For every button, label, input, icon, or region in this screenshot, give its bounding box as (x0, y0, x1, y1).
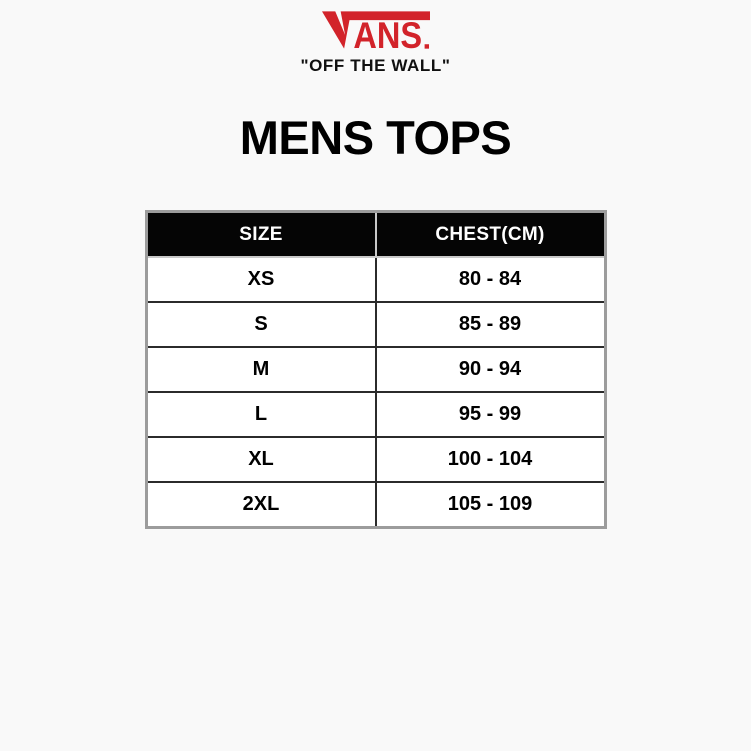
size-cell: XS (145, 256, 377, 304)
chest-cell: 105 - 109 (374, 481, 606, 529)
size-table: SIZE CHEST(CM) XS 80 - 84 S 85 - 89 M 90… (144, 210, 607, 530)
size-cell: 2XL (145, 481, 377, 529)
chest-cell: 90 - 94 (374, 346, 606, 394)
size-table-header: SIZE CHEST(CM) (145, 210, 606, 259)
header-row: SIZE CHEST(CM) (145, 210, 606, 259)
vans-logo-letters: ANS (353, 14, 422, 49)
size-cell: XL (145, 436, 377, 484)
table-row: M 90 - 94 (145, 346, 606, 394)
chest-cell: 100 - 104 (374, 436, 606, 484)
size-cell: L (145, 391, 377, 439)
size-cell: M (145, 346, 377, 394)
chest-cell: 85 - 89 (374, 301, 606, 349)
table-row: XL 100 - 104 (145, 436, 606, 484)
table-row: L 95 - 99 (145, 391, 606, 439)
logo-trademark-dot (424, 44, 429, 49)
column-header-chest: CHEST(CM) (374, 210, 606, 259)
table-row: XS 80 - 84 (145, 256, 606, 304)
page-title: MENS TOPS (239, 111, 512, 165)
table-row: S 85 - 89 (145, 301, 606, 349)
size-table-body: XS 80 - 84 S 85 - 89 M 90 - 94 L 95 - 99… (145, 256, 606, 529)
vans-logo-icon: ANS (321, 11, 430, 49)
chest-cell: 80 - 84 (374, 256, 606, 304)
column-header-size: SIZE (145, 210, 377, 259)
brand-tagline: "OFF THE WALL" (300, 56, 451, 75)
table-row: 2XL 105 - 109 (145, 481, 606, 529)
brand-header: ANS "OFF THE WALL" (300, 11, 450, 76)
chest-cell: 95 - 99 (374, 391, 606, 439)
size-cell: S (145, 301, 377, 349)
